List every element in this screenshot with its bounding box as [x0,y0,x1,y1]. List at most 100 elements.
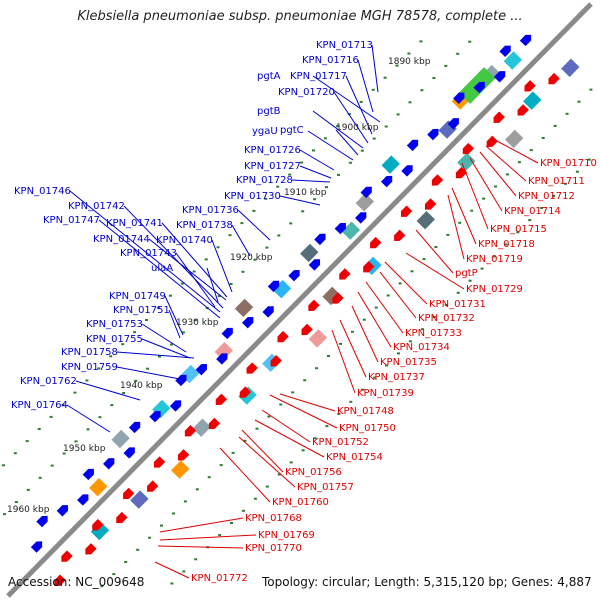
tick-dot [181,331,185,334]
feature-block [234,298,254,318]
tick-dot [218,534,222,537]
gene-labels: KPN_01713 KPN_01716 pgtA KPN_01717 KPN_01720… [11,40,597,584]
tick-dot [253,258,257,261]
forward-gene-label: pgtC [280,125,304,136]
tick-dot [216,246,220,249]
forward-gene-label: KPN_01713 [316,40,373,51]
forward-gene-arrow [85,543,97,555]
forward-gene-label: KPN_01730 [224,191,281,202]
reverse-gene-label: KPN_01735 [380,357,437,368]
tick-dot [517,161,521,164]
gene-arrows [30,34,560,586]
reverse-gene-arrow [175,374,187,387]
tick-dot [3,513,6,516]
tick-dot [253,497,257,500]
feature-block [503,51,523,70]
forward-gene-label: KPN_01736 [182,205,239,216]
tick-dot [145,319,148,321]
tick-dot [38,476,42,479]
tick-dot [468,40,472,43]
reverse-gene-label: KPN_01739 [357,388,414,399]
forward-gene-label: ulaA [151,263,173,274]
tick-dot [480,267,484,270]
reverse-connector [494,139,539,164]
forward-gene-arrow [239,386,252,398]
tick-dot [408,340,412,343]
reverse-connector [469,157,503,212]
reverse-gene-label: KPN_01731 [429,299,486,310]
reverse-gene-label: KPN_01750 [339,423,396,434]
tick-dot [313,437,317,440]
forward-connector [141,338,191,359]
forward-gene-arrow [208,417,221,430]
reverse-connector [279,393,336,412]
tick-dot [372,137,376,140]
reverse-gene-label: KPN_01772 [191,573,248,584]
reverse-gene-label: KPN_01769 [258,530,315,541]
tick-dot [219,464,223,467]
label-connectors [66,44,539,579]
reverse-gene-label: KPN_01719 [466,254,523,265]
tick-dot [231,451,235,454]
tick-dot [360,149,364,152]
forward-gene-label: KPN_01747 [43,215,100,226]
kbp-label: 1890 kbp [388,57,431,67]
forward-connector [279,195,321,206]
forward-gene-label: KPN_01764 [11,400,68,411]
reverse-gene-label: KPN_01754 [326,452,383,463]
tick-dot [565,112,569,115]
forward-connector [98,219,221,319]
reverse-gene-arrow [499,45,511,57]
tick-dot [397,352,400,355]
reverse-gene-label: KPN_01757 [297,482,354,493]
tick-dot [589,88,593,91]
tick-dot [156,306,160,309]
tick-dot [395,64,399,67]
tick-dot [110,404,114,407]
forward-gene-arrow [184,425,197,437]
tick-dot [528,219,532,222]
reverse-gene-label: KPN_01770 [245,543,302,554]
tick-dot [482,197,486,200]
tick-dot [408,101,412,104]
tick-dot [243,439,247,442]
tick-dot [347,113,351,115]
tick-dot [277,234,281,237]
tick-dot [98,416,102,419]
tick-dot [359,100,363,103]
forward-connector [231,224,251,257]
forward-connector [211,239,233,293]
tick-dot [230,522,233,524]
reverse-gene-label: KPN_01760 [272,497,329,508]
reverse-gene-label: KPN_01732 [418,313,475,324]
forward-connector [333,91,369,144]
forward-connector [357,59,374,113]
forward-connector [66,404,111,433]
reverse-gene-label: KPN_01714 [504,206,561,217]
reverse-gene-arrow [360,186,372,199]
tick-dot [350,330,354,333]
tick-dot [146,367,150,370]
tick-dot [267,415,271,418]
tick-dot [327,355,330,357]
tick-dot [170,582,174,585]
reverse-gene-arrow [36,515,48,528]
tick-dot [303,379,307,382]
forward-gene-arrow [153,456,166,468]
tick-dot [540,207,544,209]
forward-gene-label: KPN_01743 [120,248,177,259]
tick-dot [420,328,424,331]
tick-dot [553,124,557,127]
forward-gene-label: KPN_01762 [20,376,77,387]
tick-dot [396,113,400,116]
tick-dot [276,185,280,188]
tick-dot [207,476,211,479]
forward-connector [345,75,373,135]
feature-block [341,221,361,240]
tick-dot [112,573,116,576]
tick-dot [552,194,556,197]
reverse-gene-arrow [103,458,115,470]
tick-dot [432,316,436,318]
reverse-gene-label: KPN_01734 [393,342,450,353]
